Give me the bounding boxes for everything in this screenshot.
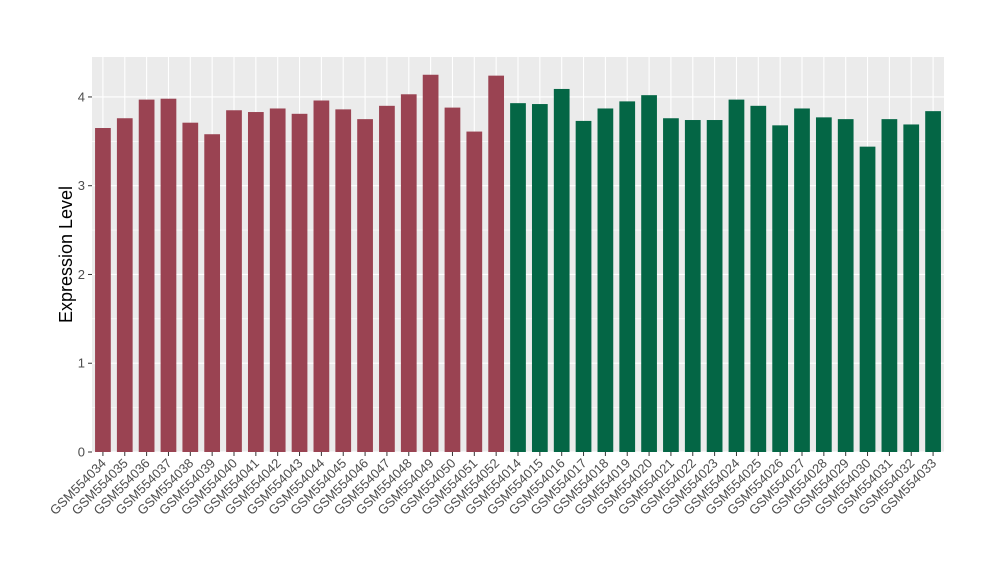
bar-GSM554016: [553, 88, 570, 453]
bar-GSM554045: [335, 109, 352, 452]
bar-GSM554018: [597, 108, 614, 452]
bar-GSM554035: [116, 118, 133, 452]
bar-GSM554014: [510, 103, 526, 453]
bar-GSM554015: [531, 104, 548, 452]
bar-GSM554052: [488, 75, 505, 453]
y-tick-label: 1: [78, 356, 85, 371]
bar-GSM554040: [226, 110, 242, 453]
bar-GSM554026: [772, 125, 789, 452]
bar-GSM554049: [422, 74, 439, 452]
bar-GSM554020: [641, 95, 657, 452]
bar-GSM554034: [95, 128, 111, 452]
y-axis: 0 1 2 3 4: [78, 89, 92, 460]
bar-GSM554044: [313, 100, 330, 452]
bar-GSM554038: [182, 122, 199, 452]
bar-GSM554029: [837, 119, 854, 453]
bar-GSM554032: [903, 124, 920, 453]
x-axis: GSM554034GSM554035GSM554036GSM554037GSM5…: [47, 452, 939, 518]
bar-GSM554030: [859, 146, 876, 453]
bar-GSM554023: [706, 120, 723, 453]
bar-GSM554046: [357, 119, 373, 453]
bar-GSM554050: [444, 107, 461, 452]
bar-GSM554028: [815, 117, 832, 452]
bar-GSM554021: [663, 118, 679, 452]
bar-GSM554039: [204, 134, 221, 452]
bar-GSM554019: [619, 101, 636, 452]
y-axis-label: Expression Level: [56, 186, 76, 323]
bar-GSM554037: [160, 98, 177, 452]
bar-GSM554033: [925, 111, 941, 453]
bar-GSM554051: [466, 131, 483, 452]
bar-GSM554025: [750, 105, 767, 452]
bar-GSM554048: [400, 94, 417, 453]
bar-GSM554043: [291, 113, 308, 452]
bar-GSM554041: [247, 112, 264, 453]
bar-GSM554042: [269, 108, 286, 452]
y-tick-label: 0: [78, 445, 85, 460]
y-tick-label: 4: [78, 89, 85, 104]
bar-GSM554024: [728, 99, 745, 452]
bar-GSM554031: [881, 119, 898, 453]
bar-GSM554022: [684, 120, 701, 453]
bar-GSM554027: [794, 108, 810, 452]
y-tick-label: 3: [78, 178, 85, 193]
bar-GSM554017: [575, 120, 592, 453]
bars: [95, 74, 941, 453]
bar-GSM554036: [138, 99, 155, 452]
y-tick-label: 2: [78, 267, 85, 282]
bar-GSM554047: [379, 105, 395, 452]
